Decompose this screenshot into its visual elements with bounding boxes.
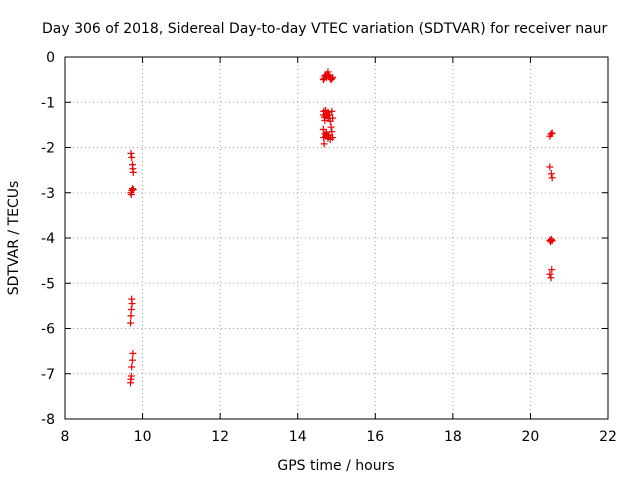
data-point-plus <box>320 140 328 148</box>
data-point-plus <box>327 123 335 131</box>
data-point-plus <box>128 356 136 364</box>
data-point-plus <box>328 107 336 115</box>
x-tick-label: 12 <box>211 429 229 445</box>
data-point-plus <box>329 73 337 81</box>
data-point-plus <box>328 128 336 136</box>
data-point-plus <box>129 168 137 176</box>
chart-title: Day 306 of 2018, Sidereal Day-to-day VTE… <box>42 21 608 37</box>
data-point-plus <box>127 305 135 313</box>
data-point-plus <box>329 134 337 142</box>
data-point-plus <box>547 130 555 138</box>
axis-ticks <box>64 56 609 420</box>
data-point-plus <box>547 235 555 243</box>
data-point-plus <box>546 163 554 171</box>
y-tick-label: -6 <box>41 322 55 338</box>
grid-lines <box>65 57 608 419</box>
data-point-plus <box>548 266 556 274</box>
y-axis-label: SDTVAR / TECUs <box>6 181 22 296</box>
data-point-plus <box>128 185 136 193</box>
data-point-plus <box>547 170 555 178</box>
data-point-plus <box>325 132 333 140</box>
x-axis-tick-labels: 8 10 12 14 16 18 20 22 <box>61 429 617 445</box>
data-point-plus <box>329 114 337 122</box>
x-tick-label: 16 <box>366 429 384 445</box>
x-axis-label: GPS time / hours <box>277 458 394 474</box>
data-point-plus <box>548 129 556 137</box>
data-points <box>127 68 556 387</box>
x-tick-label: 22 <box>599 429 617 445</box>
x-tick-label: 20 <box>522 429 540 445</box>
y-tick-label: -8 <box>41 412 55 428</box>
y-tick-label: -7 <box>41 367 55 383</box>
y-tick-label: -3 <box>41 186 55 202</box>
data-point-plus <box>127 379 135 387</box>
data-point-plus <box>129 349 137 357</box>
data-point-plus <box>128 300 136 308</box>
y-axis-tick-labels: 0 -1 -2 -3 -4 -5 -6 -7 -8 <box>41 50 55 428</box>
x-tick-label: 10 <box>134 429 152 445</box>
data-point-plus <box>127 319 135 327</box>
data-point-plus <box>127 312 135 320</box>
data-point-plus <box>129 186 137 194</box>
x-tick-label: 8 <box>61 429 70 445</box>
y-tick-label: -2 <box>41 141 55 157</box>
data-point-plus <box>547 274 555 282</box>
data-point-plus <box>128 363 136 371</box>
data-point-plus <box>546 270 554 278</box>
data-point-plus <box>128 153 136 161</box>
y-tick-label: -4 <box>41 231 55 247</box>
y-tick-label: -5 <box>41 276 55 292</box>
plot-frame <box>64 56 609 420</box>
data-point-plus <box>323 131 331 139</box>
data-point-plus <box>326 111 334 119</box>
y-tick-label: -1 <box>41 95 55 111</box>
data-point-plus <box>127 191 135 199</box>
x-tick-label: 18 <box>444 429 462 445</box>
data-point-plus <box>548 237 556 245</box>
data-point-plus <box>319 125 327 133</box>
y-tick-label: 0 <box>46 50 55 66</box>
data-point-plus <box>548 174 556 182</box>
x-tick-label: 14 <box>289 429 307 445</box>
data-point-plus <box>324 68 332 76</box>
data-point-plus <box>127 149 135 157</box>
data-point-plus <box>328 75 336 83</box>
data-point-plus <box>321 116 329 124</box>
